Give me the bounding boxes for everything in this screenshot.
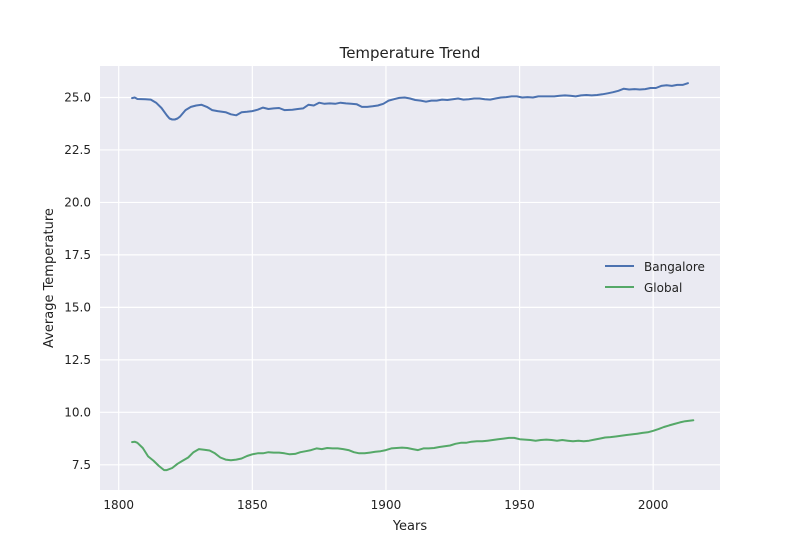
legend: Bangalore Global (605, 260, 705, 295)
x-tick-label: 2000 (638, 498, 669, 512)
y-tick-label: 25.0 (64, 90, 91, 104)
y-tick-label: 20.0 (64, 195, 91, 209)
y-tick-label: 22.5 (64, 143, 91, 157)
x-tick-label: 1950 (504, 498, 535, 512)
tick-labels: 1800 1850 1900 1950 2000 7.5 10.0 12.5 15.0 17.5 2… (64, 90, 668, 512)
plot-background (100, 66, 720, 490)
y-tick-label: 15.0 (64, 300, 91, 314)
x-tick-label: 1900 (371, 498, 402, 512)
x-tick-label: 1800 (103, 498, 134, 512)
chart-title: Temperature Trend (339, 44, 481, 62)
x-axis-label: Years (392, 519, 428, 534)
y-tick-label: 7.5 (72, 458, 91, 472)
y-tick-label: 17.5 (64, 248, 91, 262)
series-lines (131, 82, 695, 472)
y-axis-label: Average Temperature (42, 208, 57, 348)
y-tick-label: 10.0 (64, 405, 91, 419)
legend-label-bangalore: Bangalore (644, 260, 705, 274)
series-line-global (131, 419, 695, 472)
series-line-bangalore (131, 82, 689, 121)
y-tick-label: 12.5 (64, 353, 91, 367)
legend-label-global: Global (644, 281, 682, 295)
x-tick-label: 1850 (237, 498, 268, 512)
